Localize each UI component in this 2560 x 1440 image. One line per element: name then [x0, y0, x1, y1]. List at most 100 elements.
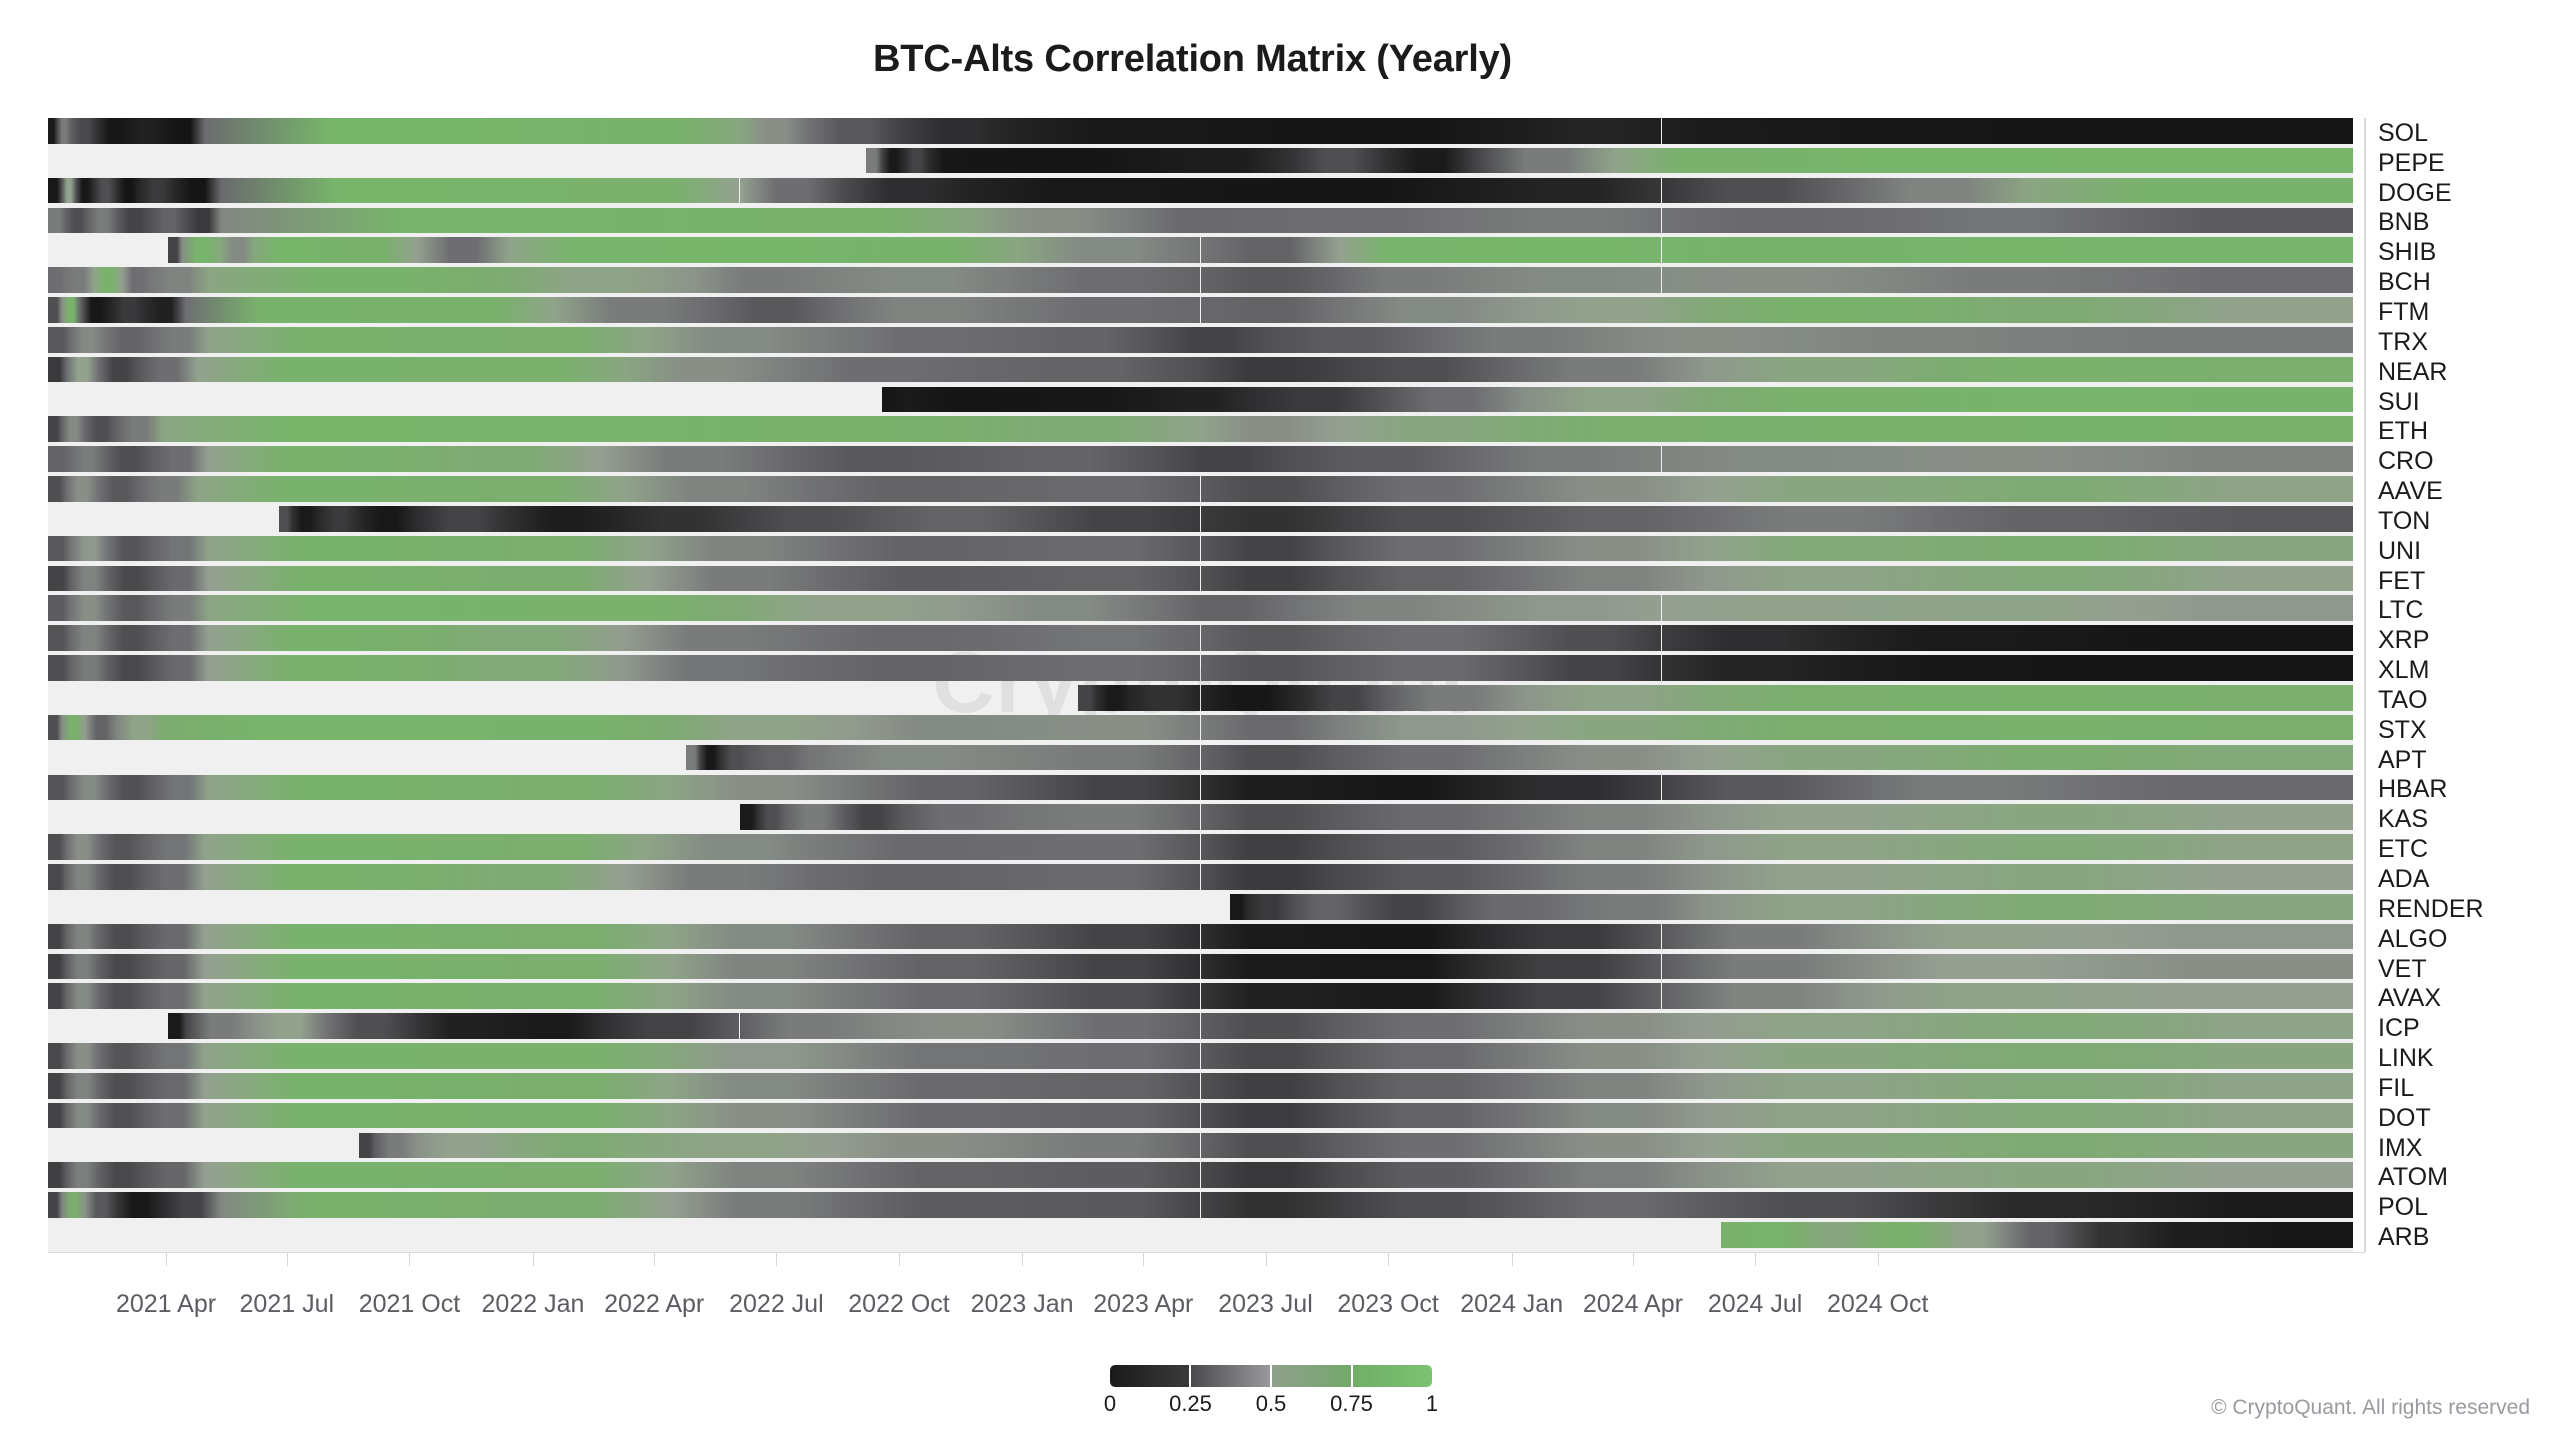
heatmap-row[interactable]	[48, 118, 2353, 144]
heatmap-row[interactable]	[48, 595, 2353, 622]
colorbar-tick-label: 0.25	[1169, 1391, 1212, 1416]
heatmap-cell	[48, 1072, 67, 1099]
heatmap-cell	[71, 118, 99, 144]
heatmap-cell	[439, 476, 625, 502]
heatmap-cell	[1338, 1043, 1524, 1069]
y-axis-tick-avax: AVAX	[2378, 984, 2441, 1013]
heatmap-cell	[204, 983, 463, 1010]
heatmap-row[interactable]	[48, 625, 2353, 651]
heatmap-cell	[1984, 416, 2215, 443]
heatmap-row[interactable]	[48, 1013, 2353, 1039]
heatmap-cell	[1707, 1132, 1939, 1159]
heatmap-cell	[693, 237, 832, 264]
heatmap-cell	[1477, 267, 1662, 293]
heatmap-cell	[48, 177, 62, 204]
y-axis-tick-imx: IMX	[2378, 1133, 2423, 1162]
heatmap-cell	[2076, 625, 2353, 651]
heatmap-row[interactable]	[48, 1222, 2353, 1248]
heatmap-cell	[647, 565, 832, 592]
heatmap-cell	[2030, 177, 2353, 204]
heatmap-cell	[98, 834, 145, 860]
heatmap-row[interactable]	[48, 565, 2353, 592]
heatmap-row[interactable]	[48, 774, 2353, 801]
heatmap-cell	[1200, 1132, 1339, 1159]
y-axis-tick-xrp: XRP	[2378, 626, 2430, 655]
heatmap-cell	[1431, 326, 1616, 353]
heatmap-cell	[1938, 505, 2169, 532]
heatmap-plot-area[interactable]: CryptoQuant	[48, 118, 2353, 1252]
y-axis-tick-tao: TAO	[2378, 685, 2428, 714]
heatmap-cell	[831, 535, 1017, 562]
heatmap-row[interactable]	[48, 1072, 2353, 1099]
heatmap-cell	[416, 1132, 509, 1159]
heatmap-cell	[48, 864, 67, 890]
heatmap-row[interactable]	[48, 834, 2353, 860]
x-axis-tick-label: 2021 Jul	[239, 1290, 335, 1318]
heatmap-row[interactable]	[48, 1192, 2353, 1218]
heatmap-row[interactable]	[48, 804, 2353, 831]
heatmap-cell	[808, 476, 1017, 502]
heatmap-cell	[1338, 1013, 1524, 1039]
heatmap-row[interactable]	[48, 983, 2353, 1010]
heatmap-cell	[2030, 326, 2353, 353]
heatmap-row[interactable]	[48, 147, 2353, 174]
heatmap-cell	[1742, 1222, 1800, 1248]
heatmap-row[interactable]	[48, 923, 2353, 950]
heatmap-cell	[739, 118, 809, 144]
heatmap-row[interactable]	[48, 386, 2353, 413]
heatmap-row[interactable]	[48, 744, 2353, 771]
heatmap-row[interactable]	[48, 1162, 2353, 1189]
heatmap-cell	[209, 565, 463, 592]
heatmap-cell	[105, 326, 152, 353]
heatmap-row[interactable]	[48, 416, 2353, 443]
heatmap-row[interactable]	[48, 356, 2353, 383]
heatmap-row[interactable]	[48, 177, 2353, 204]
heatmap-cell	[970, 446, 1155, 472]
heatmap-row[interactable]	[48, 864, 2353, 890]
heatmap-cell	[121, 267, 152, 293]
heatmap-row[interactable]	[48, 207, 2353, 234]
heatmap-cell	[186, 1013, 256, 1039]
heatmap-row[interactable]	[48, 1102, 2353, 1129]
heatmap-row[interactable]	[48, 476, 2353, 502]
heatmap-cell	[1500, 356, 1708, 383]
x-axis-tick-label: 2024 Oct	[1826, 1290, 1929, 1318]
y-axis-tick-bch: BCH	[2378, 268, 2431, 297]
heatmap-cell	[2168, 297, 2353, 323]
heatmap-cell	[416, 1013, 509, 1039]
x-axis-tick-label: 2024 Jan	[1460, 1290, 1564, 1318]
heatmap-row[interactable]	[48, 893, 2353, 920]
heatmap-cell	[209, 595, 509, 622]
heatmap-row[interactable]	[48, 505, 2353, 532]
heatmap-cell	[48, 476, 67, 502]
heatmap-cell	[900, 118, 1017, 144]
heatmap-row[interactable]	[48, 326, 2353, 353]
heatmap-cell	[647, 834, 832, 860]
heatmap-row[interactable]	[48, 1132, 2353, 1159]
heatmap-row[interactable]	[48, 1043, 2353, 1069]
x-axis-tick-mark	[532, 1252, 534, 1266]
heatmap-cell	[462, 1162, 671, 1189]
heatmap-row[interactable]	[48, 953, 2353, 980]
x-axis-tick-label: 2023 Jul	[1218, 1290, 1313, 1318]
x-axis-tick-mark	[1022, 1252, 1024, 1266]
heatmap-row[interactable]	[48, 267, 2353, 293]
heatmap-row[interactable]	[48, 446, 2353, 472]
heatmap-cell	[416, 237, 509, 264]
colorbar-tick-labels: 0 0.25 0.5 0.75 1	[1104, 1391, 1438, 1423]
heatmap-cell	[71, 565, 108, 592]
heatmap-cell	[209, 267, 509, 293]
heatmap-cell	[1338, 237, 1478, 264]
heatmap-row[interactable]	[48, 535, 2353, 562]
heatmap-row[interactable]	[48, 685, 2353, 711]
heatmap-cell	[2122, 207, 2353, 234]
heatmap-row[interactable]	[48, 237, 2353, 264]
heatmap-cell	[209, 446, 417, 472]
y-axis-tick-vet: VET	[2378, 954, 2427, 983]
heatmap-row[interactable]	[48, 714, 2353, 741]
heatmap-row[interactable]	[48, 655, 2353, 681]
heatmap-cell	[1039, 1102, 1201, 1129]
heatmap-cell	[831, 326, 1017, 353]
heatmap-cell	[48, 625, 72, 651]
heatmap-row[interactable]	[48, 297, 2353, 323]
